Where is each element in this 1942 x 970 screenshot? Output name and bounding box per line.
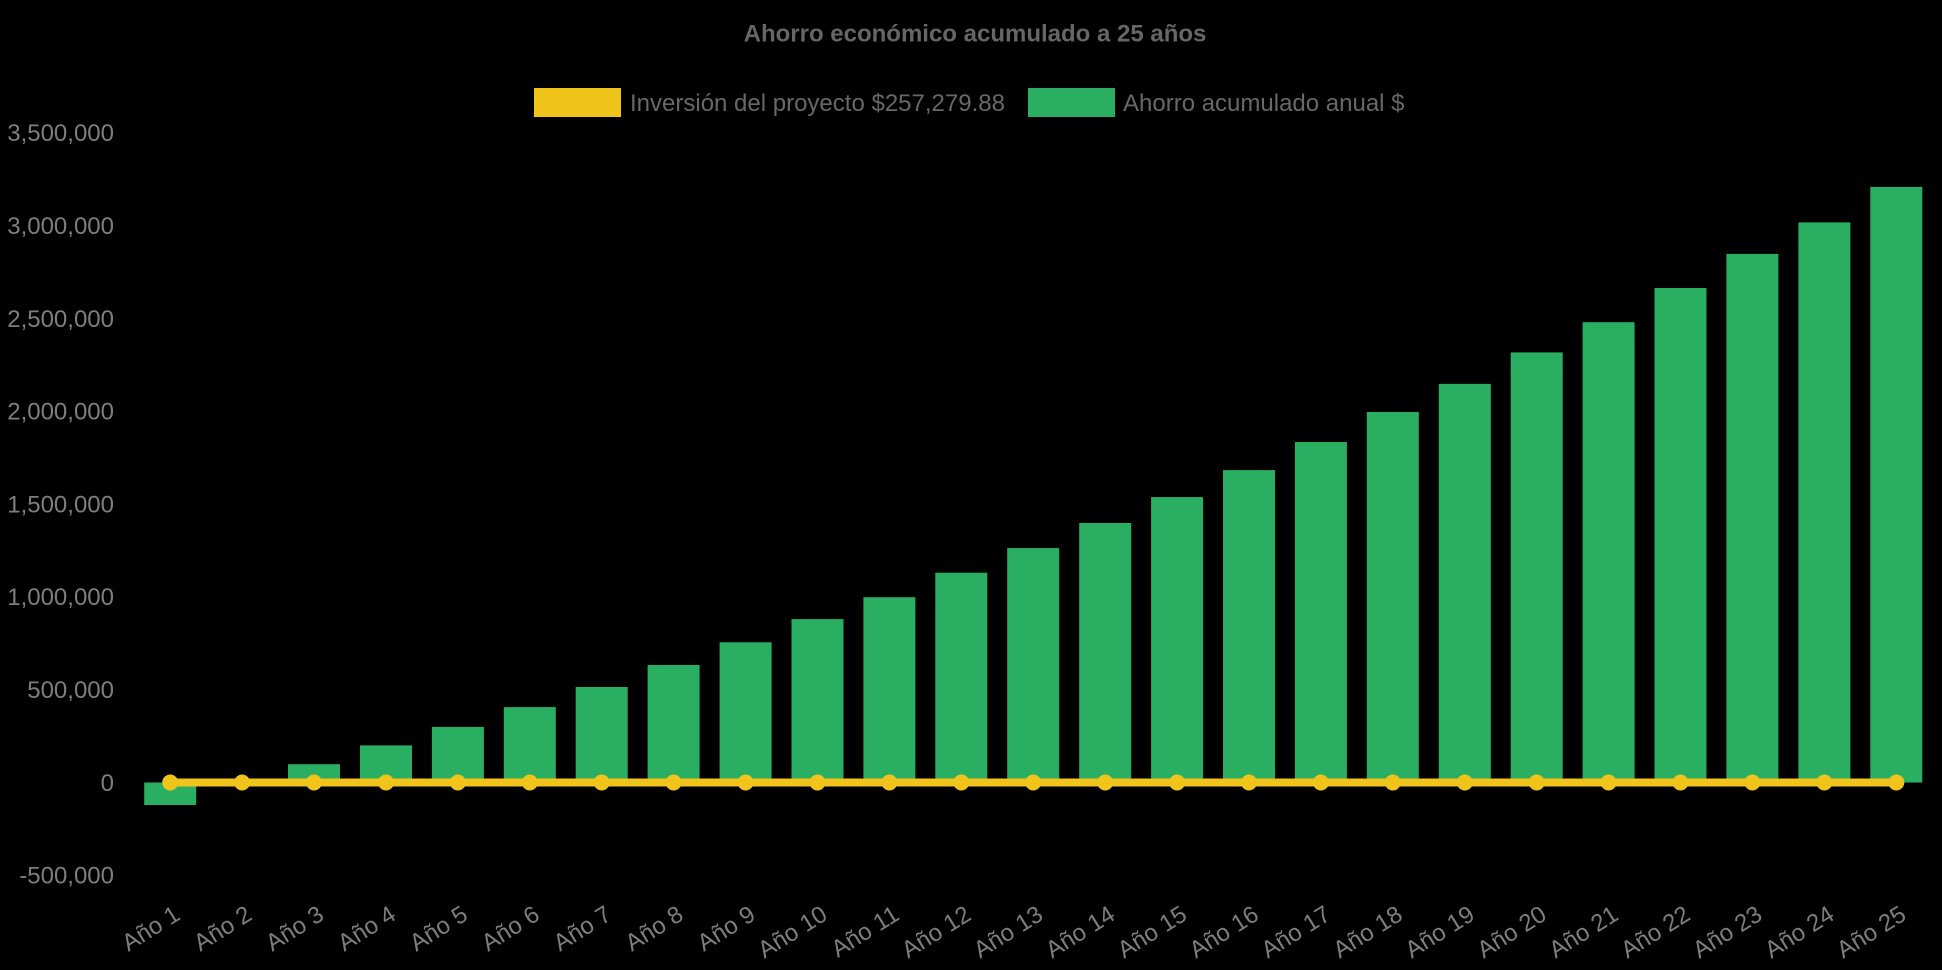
svg-text:3,500,000: 3,500,000 xyxy=(7,120,114,147)
svg-text:Año 17: Año 17 xyxy=(1257,901,1336,964)
svg-text:Año 11: Año 11 xyxy=(827,901,904,963)
svg-text:0: 0 xyxy=(101,770,114,797)
svg-text:Año 9: Año 9 xyxy=(693,901,760,957)
svg-text:Año 5: Año 5 xyxy=(405,901,472,957)
svg-text:Año 20: Año 20 xyxy=(1472,901,1551,964)
svg-text:Año 22: Año 22 xyxy=(1616,901,1695,964)
svg-text:Año 12: Año 12 xyxy=(897,901,976,964)
svg-text:Año 21: Año 21 xyxy=(1544,901,1623,964)
svg-text:Año 4: Año 4 xyxy=(333,901,400,957)
svg-text:Año 7: Año 7 xyxy=(549,901,616,957)
svg-text:Año 1: Año 1 xyxy=(117,901,184,957)
svg-text:1,500,000: 1,500,000 xyxy=(7,491,114,518)
svg-text:Año 15: Año 15 xyxy=(1113,901,1192,964)
svg-text:Año 19: Año 19 xyxy=(1401,901,1480,964)
svg-text:Año 2: Año 2 xyxy=(189,901,256,957)
svg-text:Año 24: Año 24 xyxy=(1760,901,1839,964)
svg-text:Año 13: Año 13 xyxy=(969,901,1048,964)
svg-text:Inversión del proyecto $257,27: Inversión del proyecto $257,279.88 xyxy=(630,90,1005,117)
svg-text:Ahorro económico acumulado a 2: Ahorro económico acumulado a 25 años xyxy=(744,21,1207,48)
svg-text:3,000,000: 3,000,000 xyxy=(7,213,114,240)
svg-text:Año 25: Año 25 xyxy=(1832,901,1911,964)
svg-text:Año 3: Año 3 xyxy=(261,901,328,957)
svg-text:1,000,000: 1,000,000 xyxy=(7,584,114,611)
svg-text:Ahorro acumulado anual $: Ahorro acumulado anual $ xyxy=(1123,90,1405,117)
svg-text:2,500,000: 2,500,000 xyxy=(7,306,114,333)
svg-text:Año 8: Año 8 xyxy=(621,901,688,957)
svg-text:Año 23: Año 23 xyxy=(1688,901,1767,964)
svg-text:Año 16: Año 16 xyxy=(1185,901,1264,964)
svg-text:Año 6: Año 6 xyxy=(477,901,544,957)
svg-text:2,000,000: 2,000,000 xyxy=(7,399,114,426)
svg-text:Año 10: Año 10 xyxy=(753,901,832,964)
svg-text:-500,000: -500,000 xyxy=(19,863,114,890)
svg-text:500,000: 500,000 xyxy=(27,677,114,704)
svg-text:Año 14: Año 14 xyxy=(1041,901,1120,964)
svg-text:Año 18: Año 18 xyxy=(1329,901,1408,964)
